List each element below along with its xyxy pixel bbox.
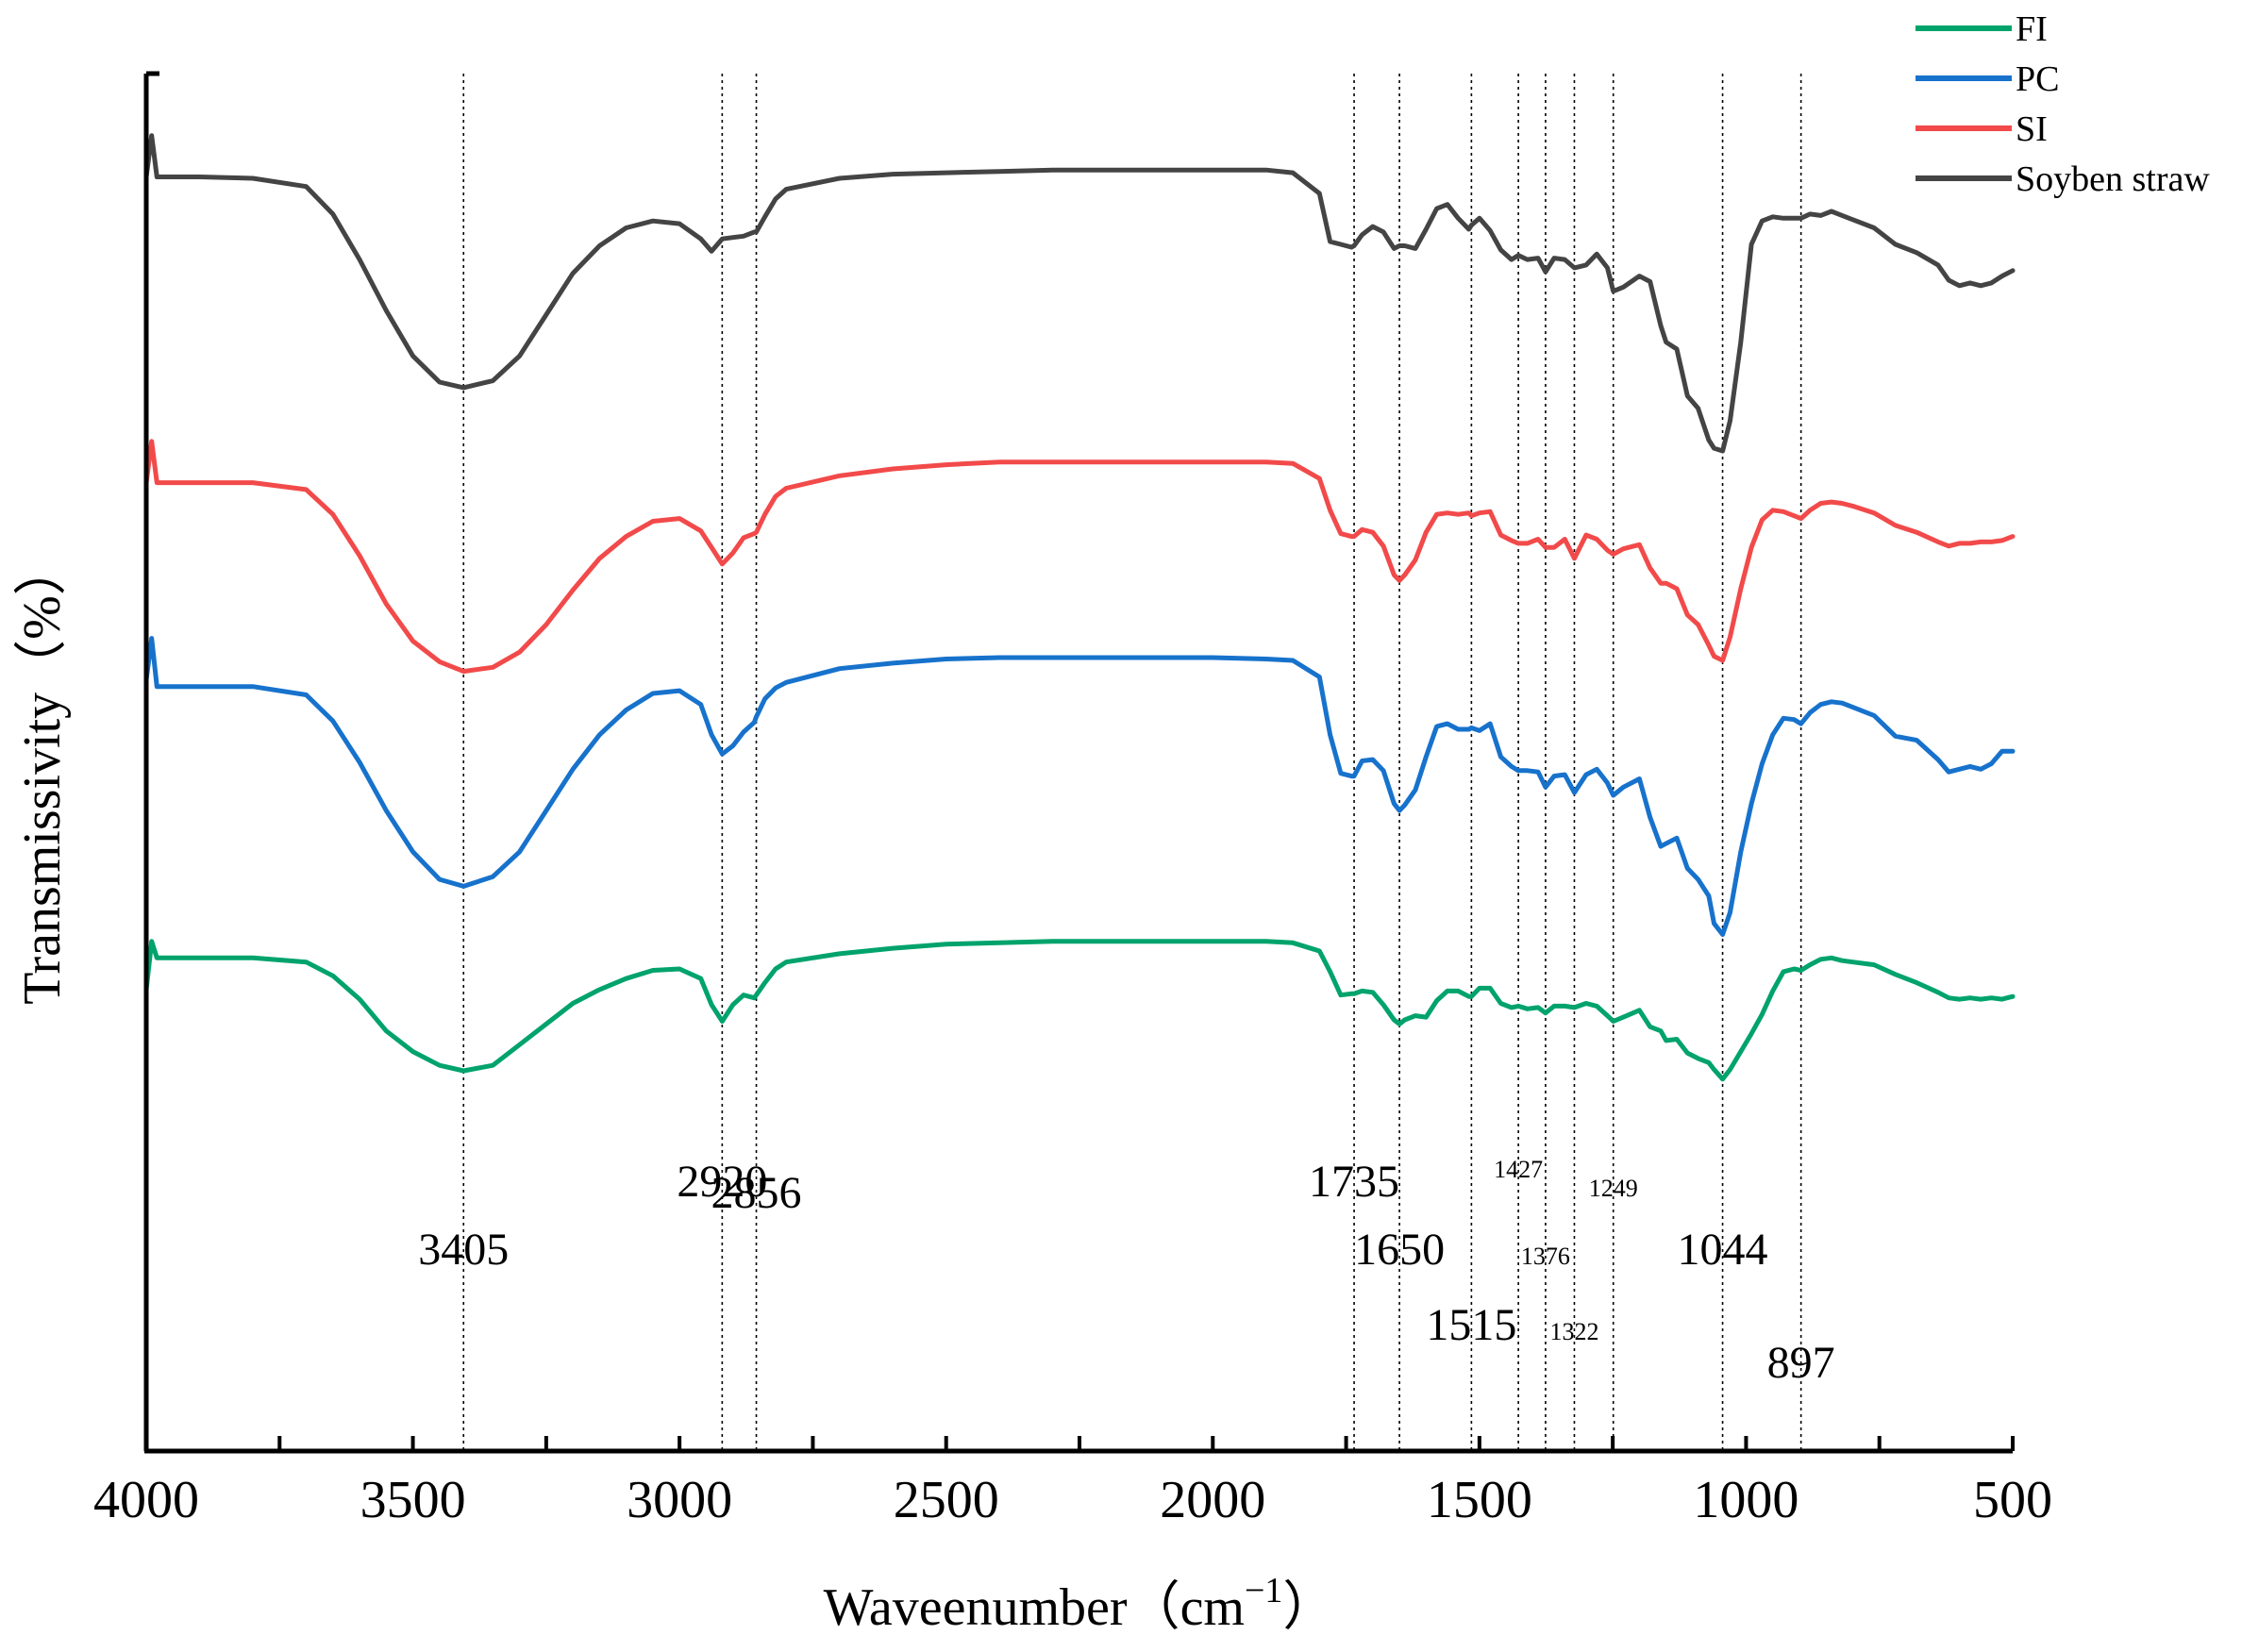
x-axis-title-sup: −1 [1245,1571,1282,1610]
legend-label: PC [2016,59,2059,99]
peak-label: 1249 [1589,1175,1638,1202]
x-tick-label: 3500 [360,1471,466,1529]
peak-label: 2856 [711,1168,802,1218]
legend-label: FI [2016,9,2048,49]
legend-label: Soyben straw [2016,159,2210,199]
series-group [143,133,2016,1082]
x-axis-title: Waveenumber（cm−1） [824,1571,1336,1637]
peak-label: 1650 [1354,1225,1445,1275]
peak-label: 3405 [418,1225,509,1275]
y-axis-title: Transmissivity（%） [13,542,72,1005]
peak-label: 1376 [1521,1243,1570,1270]
peak-label: 1427 [1494,1156,1543,1183]
x-tick-label: 500 [1973,1471,2052,1529]
legend: FI PC SI Soyben straw [1916,9,2210,199]
peak-label: 1735 [1309,1157,1399,1207]
peak-label: 1515 [1426,1300,1516,1350]
peak-label: 1322 [1549,1318,1598,1345]
series-line-si [143,439,2016,675]
x-ticks: 4000 3500 3000 2500 2000 1500 1000 500 [93,1436,2052,1529]
x-axis-title-main: Waveenumber（cm [824,1578,1245,1637]
x-axis-title-close: ） [1282,1578,1335,1637]
x-tick-label: 1000 [1693,1471,1799,1529]
x-tick-label: 4000 [93,1471,199,1529]
legend-label: SI [2016,109,2048,149]
x-tick-label: 3000 [627,1471,732,1529]
peak-label: 1044 [1678,1225,1768,1275]
x-tick-label: 2000 [1160,1471,1265,1529]
reference-lines [462,74,1802,1451]
series-line-fi [143,939,2016,1082]
x-tick-label: 1500 [1427,1471,1532,1529]
series-line-soyben-straw [143,133,2016,454]
peak-label: 897 [1767,1338,1835,1388]
x-tick-label: 2500 [894,1471,999,1529]
series-line-pc [143,636,2016,937]
peak-label: 2920 [677,1157,767,1207]
